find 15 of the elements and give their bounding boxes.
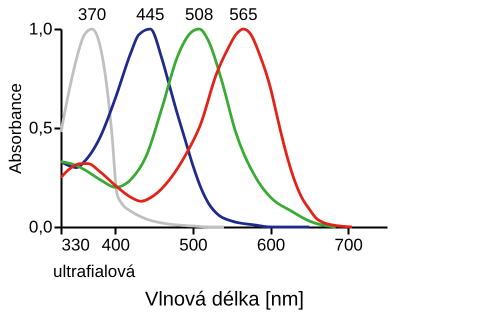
x-tick-label: 600 [256, 236, 286, 254]
annotation: 508 [184, 5, 214, 24]
y-tick-label: 0,0 [28, 218, 52, 236]
y-axis-title: Absorbance [6, 83, 25, 174]
x-tick-label: 400 [102, 236, 130, 254]
annotation: 370 [78, 5, 106, 24]
text: ultrafialová [53, 262, 136, 281]
annotation: 445 [136, 5, 164, 24]
x-axis-title: Vlnová délka [nm] [145, 288, 304, 310]
y-tick-label: 1,0 [28, 20, 52, 38]
x-tick-label: 330 [62, 236, 90, 254]
annotation: 565 [229, 5, 258, 24]
x-tick-label: 500 [179, 236, 208, 254]
y-tick-label: 0,5 [28, 118, 52, 138]
x-tick-label: 700 [334, 236, 363, 254]
